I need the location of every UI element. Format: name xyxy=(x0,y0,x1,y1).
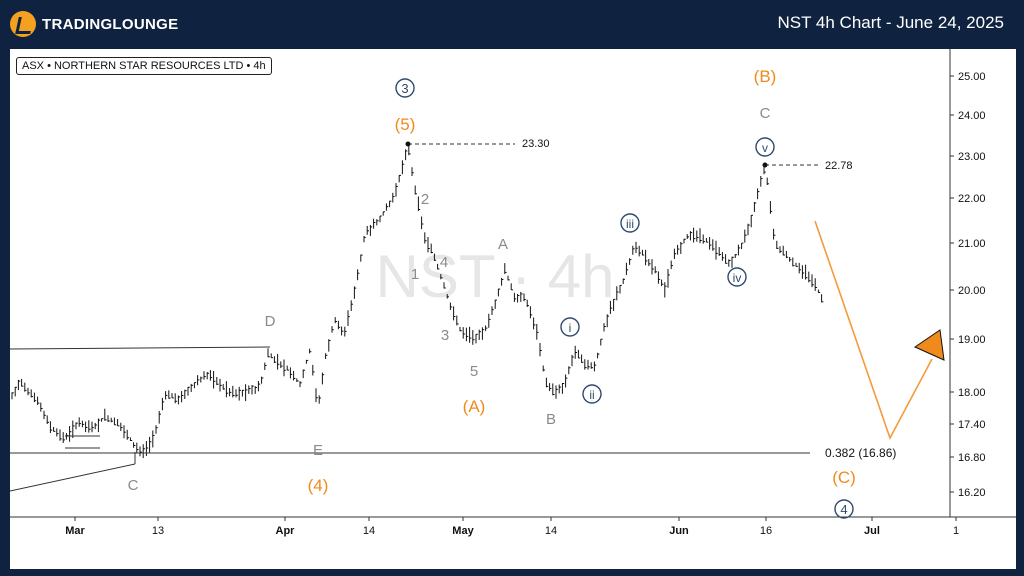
wave-label-roman-iv: iv xyxy=(733,271,742,285)
y-tick-label: 23.00 xyxy=(958,151,986,163)
wave-label-C-top: C xyxy=(760,105,771,122)
price-label-high1: 23.30 xyxy=(522,138,550,150)
wave-label-circled-3: 3 xyxy=(401,81,408,96)
logo-icon xyxy=(10,11,36,37)
y-tick-label: 22.00 xyxy=(958,193,986,205)
wave-label-orange-A: (A) xyxy=(463,397,486,416)
wave-label-C-left: C xyxy=(128,477,139,494)
wave-label-1: 1 xyxy=(411,266,419,283)
circle-wave-iii xyxy=(620,213,640,233)
wave-label-3: 3 xyxy=(441,327,449,344)
wave-label-B: B xyxy=(546,411,556,428)
wave-label-roman-iii: iii xyxy=(626,217,634,231)
circle-wave-iv xyxy=(727,267,747,287)
symbol-label: ASX • NORTHERN STAR RESOURCES LTD • 4h xyxy=(16,57,272,75)
y-tick-label: 18.00 xyxy=(958,387,986,399)
y-tick-label: 16.20 xyxy=(958,487,986,499)
x-tick-label: 14 xyxy=(363,525,375,537)
price-label-high2: 22.78 xyxy=(825,160,853,172)
wave-label-circled-4: 4 xyxy=(840,502,847,517)
y-tick-label: 21.00 xyxy=(958,238,986,250)
x-tick-label: Apr xyxy=(276,525,296,537)
x-tick-label: 13 xyxy=(152,525,164,537)
x-tick-label: 1 xyxy=(953,525,959,537)
wave-label-A: A xyxy=(498,236,508,253)
y-tick-label: 16.80 xyxy=(958,452,986,464)
y-tick-label: 25.00 xyxy=(958,71,986,83)
symbol-watermark: NST · 4h xyxy=(376,243,615,310)
x-tick-label: 16 xyxy=(760,525,772,537)
x-tick-label: Mar xyxy=(65,525,85,537)
header-bar: TRADINGLOUNGE NST 4h Chart - June 24, 20… xyxy=(0,0,1024,48)
wave-label-orange-C: (C) xyxy=(832,468,856,487)
wave-label-D: D xyxy=(265,313,276,330)
brand-logo: TRADINGLOUNGE xyxy=(10,10,178,38)
y-tick-label: 17.40 xyxy=(958,419,986,431)
triangle-upper-line xyxy=(9,346,271,350)
y-axis-ticks: 25.00 24.00 23.00 22.00 21.00 20.00 19.00 18.00… xyxy=(950,71,986,499)
x-tick-label: Jun xyxy=(669,525,689,537)
circle-wave-ii xyxy=(582,384,602,404)
candles-group xyxy=(11,144,824,459)
wave-label-orange-5: (5) xyxy=(395,115,416,134)
brand-name: TRADINGLOUNGE xyxy=(42,15,179,33)
x-axis-ticks: Mar 13 Apr 14 May 14 Jun 16 Jul 1 xyxy=(65,517,959,537)
high2-dot xyxy=(762,162,768,168)
high1-dot xyxy=(405,141,411,147)
wave-label-4: 4 xyxy=(440,254,448,271)
circle-wave-4 xyxy=(834,499,854,519)
y-tick-label: 24.00 xyxy=(958,110,986,122)
wave-label-orange-B: (B) xyxy=(754,67,777,86)
wave-label-5: 5 xyxy=(470,363,478,380)
wave-label-roman-v: v xyxy=(762,141,768,155)
chart-title: NST 4h Chart - June 24, 2025 xyxy=(777,13,1005,32)
circle-wave-i xyxy=(560,317,580,337)
price-chart[interactable]: NST · 4h 23.30 22.78 0.382 (16.86) 25.00… xyxy=(9,49,1016,569)
x-tick-label: May xyxy=(452,525,474,537)
circle-wave-v xyxy=(755,137,775,157)
projection-path xyxy=(814,220,933,440)
x-tick-label: Jul xyxy=(864,525,880,537)
circle-wave-3 xyxy=(395,78,415,98)
wave-label-E: E xyxy=(313,442,323,459)
wave-label-orange-4: (4) xyxy=(308,476,329,495)
wave-label-roman-i: i xyxy=(569,321,572,335)
triangle-lower-line xyxy=(9,463,136,492)
projection-arrowhead xyxy=(913,329,945,361)
wave-label-2: 2 xyxy=(421,191,429,208)
y-tick-label: 19.00 xyxy=(958,334,986,346)
wave-label-roman-ii: ii xyxy=(589,388,594,402)
x-tick-label: 14 xyxy=(545,525,557,537)
price-label-fib: 0.382 (16.86) xyxy=(825,446,896,460)
chart-panel[interactable]: NST · 4h 23.30 22.78 0.382 (16.86) 25.00… xyxy=(9,49,1016,569)
y-tick-label: 20.00 xyxy=(958,285,986,297)
